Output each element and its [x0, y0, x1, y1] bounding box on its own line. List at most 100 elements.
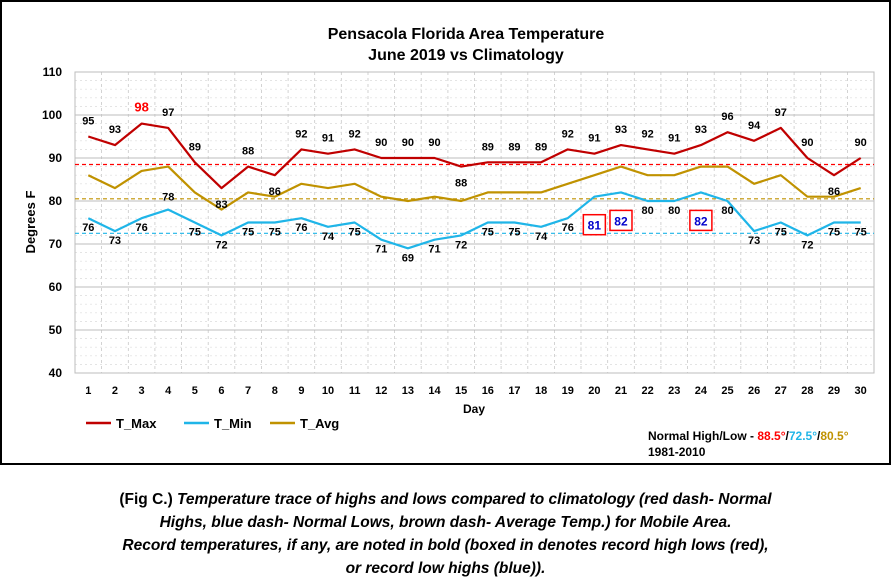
data-label-tmin: 75	[349, 227, 361, 239]
data-label-tmin: 78	[162, 192, 174, 204]
x-tick-label: 14	[428, 385, 441, 397]
data-label-tmax: 93	[109, 124, 121, 136]
data-label-tmin: 75	[508, 227, 520, 239]
x-tick-label: 4	[165, 385, 172, 397]
data-label-tmax: 86	[828, 186, 840, 198]
normals-note-sep2: /	[817, 429, 821, 443]
y-tick-label: 90	[49, 151, 63, 165]
normals-note-label: Normal High/Low -	[648, 429, 757, 443]
normals-period: 1981-2010	[648, 445, 706, 459]
x-tick-label: 28	[801, 385, 813, 397]
legend-label-t-max: T_Max	[116, 416, 157, 431]
data-label-tmax: 83	[215, 199, 227, 211]
data-label-tmin: 75	[269, 227, 281, 239]
normals-note-sep1: /	[786, 429, 790, 443]
data-label-tmin: 75	[775, 227, 787, 239]
normals-note: Normal High/Low - 88.5°/72.5°/80.5°	[648, 429, 849, 443]
x-tick-label: 24	[695, 385, 708, 397]
data-label-tmin-record: 82	[614, 214, 628, 228]
data-label-tmax: 90	[855, 137, 867, 149]
caption-line-1: (Fig C.) Temperature trace of highs and …	[0, 488, 891, 511]
x-tick-label: 25	[721, 385, 733, 397]
data-label-tmin: 75	[855, 227, 867, 239]
y-tick-label: 80	[49, 194, 63, 208]
caption-line-2: Highs, blue dash- Normal Lows, brown das…	[159, 514, 732, 531]
temperature-chart: Pensacola Florida Area Temperature June …	[23, 26, 875, 459]
x-tick-label: 6	[218, 385, 224, 397]
data-label-tmax: 88	[242, 146, 254, 158]
x-tick-label: 13	[402, 385, 414, 397]
data-label-tmin: 80	[668, 205, 680, 217]
series-line-t-avg	[87, 165, 862, 211]
data-label-tmax: 97	[162, 107, 174, 119]
data-label-tmax: 93	[695, 124, 707, 136]
data-label-tmin: 72	[215, 239, 227, 251]
y-tick-label: 100	[42, 108, 62, 122]
x-tick-label: 21	[615, 385, 627, 397]
data-label-tmin: 73	[748, 235, 760, 247]
data-label-tmin-record: 81	[588, 219, 602, 233]
normals-note-low: 72.5°	[789, 429, 817, 443]
y-axis-label: Degrees F	[23, 191, 38, 254]
x-tick-label: 18	[535, 385, 547, 397]
data-label-tmax: 93	[615, 124, 627, 136]
x-tick-label: 23	[668, 385, 680, 397]
caption-text-1: Temperature trace of highs and lows comp…	[172, 491, 772, 508]
y-tick-label: 110	[43, 65, 63, 79]
data-label-tmax: 91	[668, 133, 680, 145]
x-tick-label: 5	[192, 385, 198, 397]
data-label-tmax: 89	[535, 141, 547, 153]
data-label-tmin: 76	[562, 222, 574, 234]
data-label-tmax: 86	[269, 186, 281, 198]
legend-label-t-min: T_Min	[214, 416, 252, 431]
data-label-tmin: 75	[828, 227, 840, 239]
y-tick-label: 60	[49, 280, 63, 294]
data-label-tmax: 92	[641, 128, 653, 140]
data-label-tmin: 72	[455, 239, 467, 251]
data-label-tmax: 89	[508, 141, 520, 153]
x-tick-label: 17	[508, 385, 520, 397]
data-label-tmax: 95	[82, 116, 94, 128]
chart-frame: Pensacola Florida Area Temperature June …	[0, 0, 891, 465]
data-label-tmin: 73	[109, 235, 121, 247]
figure-caption: (Fig C.) Temperature trace of highs and …	[0, 488, 891, 580]
record-box	[582, 213, 607, 236]
data-label-tmin: 75	[189, 227, 201, 239]
data-label-tmax: 90	[375, 137, 387, 149]
x-tick-label: 22	[641, 385, 653, 397]
data-label-tmin: 72	[801, 239, 813, 251]
data-label-tmin: 76	[135, 222, 147, 234]
x-tick-label: 1	[85, 385, 91, 397]
series-line-t-max	[87, 122, 862, 190]
normals-note-high: 88.5°	[757, 429, 785, 443]
chart-subtitle: June 2019 vs Climatology	[368, 47, 564, 64]
data-label-tmax: 92	[562, 128, 574, 140]
x-tick-label: 10	[322, 385, 334, 397]
data-label-tmax: 89	[189, 141, 201, 153]
x-tick-label: 29	[828, 385, 840, 397]
x-tick-label: 12	[375, 385, 387, 397]
data-label-tmin: 80	[641, 205, 653, 217]
data-label-tmax: 90	[801, 137, 813, 149]
data-label-tmax: 91	[588, 133, 600, 145]
data-label-tmax: 94	[748, 120, 761, 132]
x-tick-label: 16	[482, 385, 494, 397]
x-tick-label: 7	[245, 385, 251, 397]
x-tick-label: 27	[775, 385, 787, 397]
x-tick-label: 11	[349, 385, 361, 397]
y-tick-label: 40	[49, 366, 63, 380]
plot-border	[74, 71, 875, 374]
x-axis-label: Day	[463, 402, 485, 416]
record-box	[609, 209, 633, 232]
data-label-tmin-record: 82	[694, 214, 708, 228]
legend-label-t-avg: T_Avg	[300, 416, 339, 431]
data-label-tmax: 96	[721, 111, 733, 123]
data-label-tmin: 80	[721, 205, 733, 217]
x-tick-label: 26	[748, 385, 760, 397]
x-tick-label: 8	[272, 385, 278, 397]
data-label-tmax: 90	[402, 137, 414, 149]
data-label-tmax: 92	[349, 128, 361, 140]
x-tick-label: 9	[298, 385, 304, 397]
record-box	[689, 209, 713, 232]
data-label-tmin: 76	[82, 222, 94, 234]
